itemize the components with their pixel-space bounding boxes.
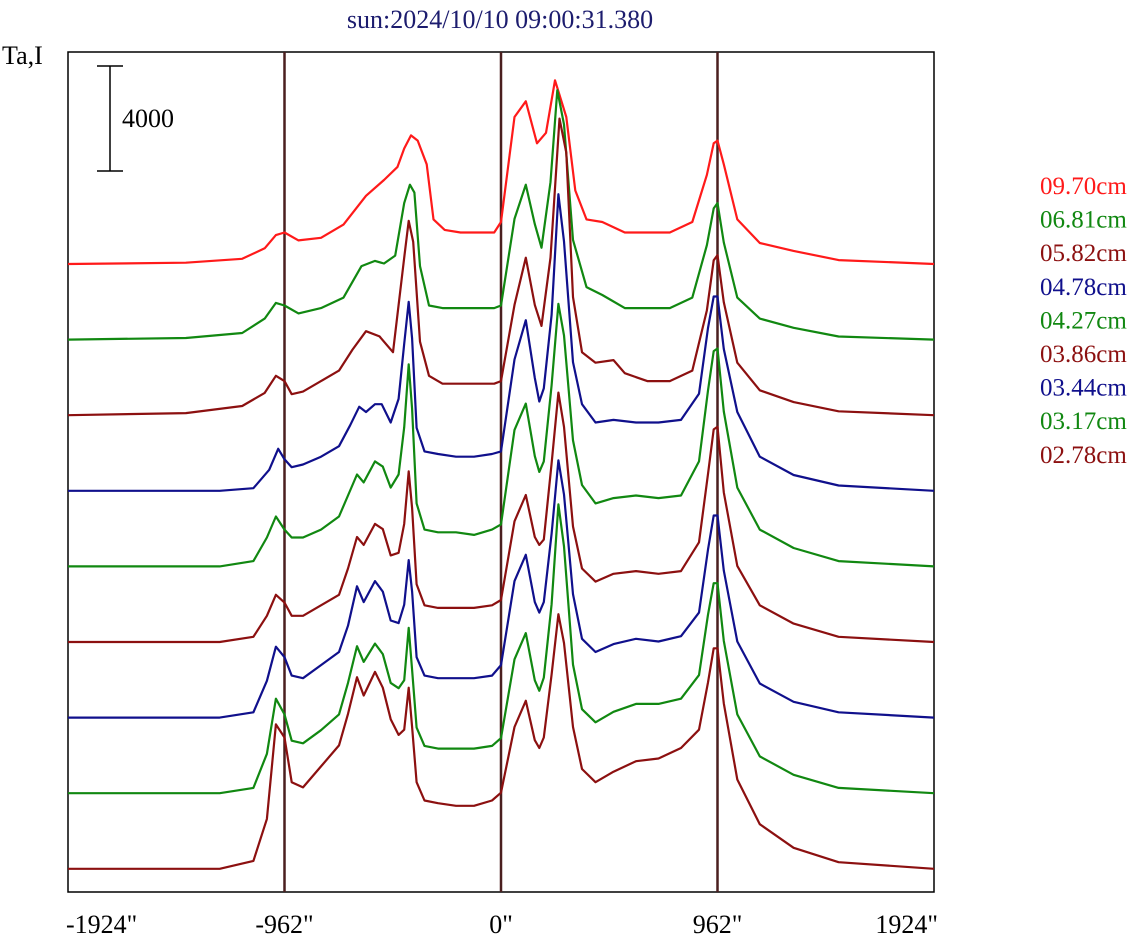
series-line-05.82cm <box>67 117 935 417</box>
legend-entry: 03.44cm <box>1040 375 1127 402</box>
series-line-03.44cm <box>68 459 935 719</box>
x-tick-label: -1924" <box>66 910 137 939</box>
legend-entry: 09.70cm <box>1040 173 1127 200</box>
x-tick-label: -962" <box>255 910 313 939</box>
series-group <box>67 79 935 870</box>
legend-entry: 04.27cm <box>1040 307 1127 334</box>
legend: 09.70cm 06.81cm 05.82cm 04.78cm 04.27cm 03.86… <box>1040 173 1127 469</box>
series-line-03.17cm <box>68 503 935 795</box>
legend-entry: 03.17cm <box>1040 408 1127 435</box>
reference-lines <box>283 52 719 892</box>
scale-bar: 4000 <box>97 65 174 172</box>
x-tick-label: 962" <box>693 910 743 939</box>
series-line-04.78cm <box>68 193 935 492</box>
x-tick-label: 1924" <box>875 910 938 939</box>
legend-entry: 02.78cm <box>1040 442 1127 469</box>
legend-entry: 04.78cm <box>1040 274 1127 301</box>
x-tick-label: 0" <box>489 910 513 939</box>
series-line-09.70cm <box>67 79 935 266</box>
legend-entry: 05.82cm <box>1040 240 1127 267</box>
legend-entry: 03.86cm <box>1040 341 1127 368</box>
series-line-03.86cm <box>68 391 935 644</box>
x-tick-labels: -1924" -962" 0" 962" 1924" <box>66 910 938 939</box>
legend-entry: 06.81cm <box>1040 207 1127 234</box>
y-axis-label: Ta,I <box>2 41 43 70</box>
series-line-06.81cm <box>67 89 935 341</box>
series-line-04.27cm <box>68 302 935 568</box>
series-line-02.78cm <box>68 613 935 870</box>
chart-title: sun:2024/10/10 09:00:31.380 <box>347 5 653 34</box>
scale-bar-label: 4000 <box>122 104 174 133</box>
